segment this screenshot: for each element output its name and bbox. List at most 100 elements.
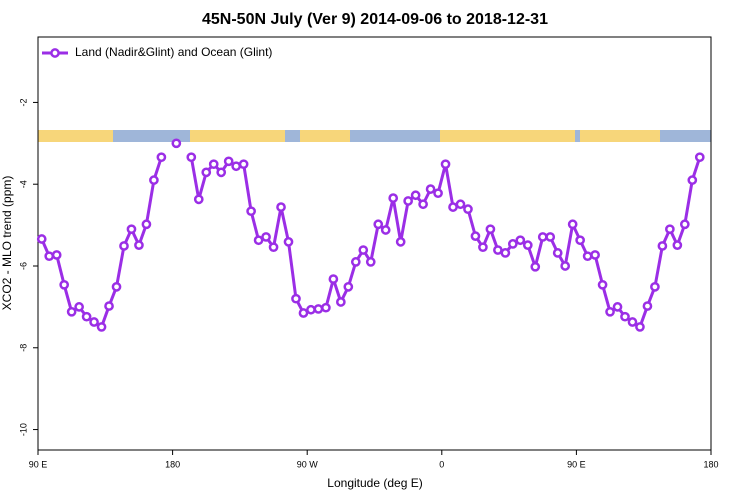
point-marker [51, 250, 62, 260]
point-marker [515, 235, 526, 246]
land-ocean-strip [38, 130, 711, 142]
point-marker [66, 306, 77, 317]
point-marker [403, 196, 413, 206]
legend-label: Land (Nadir&Glint) and Ocean (Glint) [75, 45, 272, 59]
point-marker [261, 232, 271, 242]
point-marker [425, 184, 436, 194]
point-marker [358, 245, 369, 255]
point-marker [134, 240, 144, 250]
point-marker [74, 302, 84, 312]
x-tick-label: 180 [703, 459, 718, 469]
plot-frame [37, 36, 712, 451]
y-tick-label: -2 [18, 98, 28, 106]
chart-title: 45N-50N July (Ver 9) 2014-09-06 to 2018-… [202, 11, 548, 28]
point-marker [582, 251, 593, 262]
point-marker [455, 199, 466, 210]
point-marker [36, 234, 47, 244]
point-marker [627, 317, 638, 327]
point-marker [81, 311, 92, 322]
x-axis-label: Longitude (deg E) [327, 476, 422, 490]
y-axis-label: XCO2 - MLO trend (ppm) [0, 176, 14, 311]
point-marker [186, 152, 197, 163]
point-marker [336, 297, 346, 307]
x-tick-label: 90 E [567, 459, 586, 469]
point-marker [156, 152, 167, 163]
point-marker [410, 190, 421, 201]
point-marker [507, 239, 518, 249]
point-marker [463, 204, 473, 215]
point-marker [343, 281, 354, 292]
point-marker [672, 240, 683, 250]
point-marker [567, 219, 578, 230]
point-marker [171, 138, 182, 149]
point-marker [380, 225, 391, 235]
point-marker [104, 301, 114, 311]
point-marker [238, 159, 249, 170]
point-marker [433, 188, 443, 199]
point-marker [522, 240, 533, 250]
point-marker [313, 304, 324, 314]
point-marker [44, 251, 55, 262]
y-tick-label: -6 [18, 262, 28, 270]
point-marker [694, 152, 705, 163]
point-marker [89, 317, 99, 327]
point-marker [216, 167, 227, 178]
point-marker [545, 232, 556, 242]
point-marker [373, 219, 384, 230]
point-marker [470, 231, 481, 241]
x-tick-label: 180 [165, 459, 180, 469]
point-marker [590, 250, 600, 260]
point-marker [418, 199, 428, 210]
point-marker [246, 206, 256, 217]
point-marker [208, 159, 219, 170]
point-marker [126, 224, 137, 235]
point-marker [298, 308, 309, 318]
point-marker [350, 257, 361, 267]
point-marker [642, 301, 653, 311]
point-marker [635, 322, 645, 332]
x-tick-label: 90 E [29, 459, 48, 469]
point-marker [141, 219, 152, 230]
point-marker [440, 159, 451, 170]
point-marker [657, 241, 668, 251]
point-marker [291, 293, 301, 304]
point-marker [253, 235, 264, 246]
point-marker [149, 175, 159, 185]
point-marker [552, 248, 563, 258]
point-marker [537, 232, 548, 242]
point-marker [223, 156, 234, 167]
point-marker [283, 237, 294, 247]
point-marker [620, 311, 630, 322]
point-marker [560, 261, 571, 271]
point-marker [193, 194, 204, 205]
point-marker [306, 304, 316, 315]
point-marker [201, 167, 212, 178]
point-marker [650, 281, 660, 292]
point-marker [365, 257, 376, 267]
point-marker [231, 161, 242, 172]
point-marker [493, 245, 503, 255]
point-marker [321, 302, 331, 313]
point-marker [500, 248, 511, 258]
point-marker [575, 235, 585, 246]
point-marker [597, 279, 608, 290]
point-marker [395, 237, 406, 247]
x-tick-label: 90 W [297, 459, 319, 469]
point-marker [111, 281, 122, 292]
point-marker [388, 193, 399, 203]
point-marker [448, 202, 458, 212]
point-marker [328, 274, 339, 284]
point-marker [268, 242, 279, 253]
legend-marker [50, 48, 60, 58]
point-marker [276, 202, 286, 212]
point-marker [96, 322, 107, 332]
point-marker [530, 261, 541, 272]
point-marker [485, 224, 496, 235]
point-marker [605, 306, 615, 317]
x-tick-label: 0 [439, 459, 444, 469]
point-marker [679, 219, 690, 230]
y-tick-label: -8 [18, 344, 28, 352]
point-marker [687, 175, 698, 185]
point-marker [665, 224, 675, 235]
